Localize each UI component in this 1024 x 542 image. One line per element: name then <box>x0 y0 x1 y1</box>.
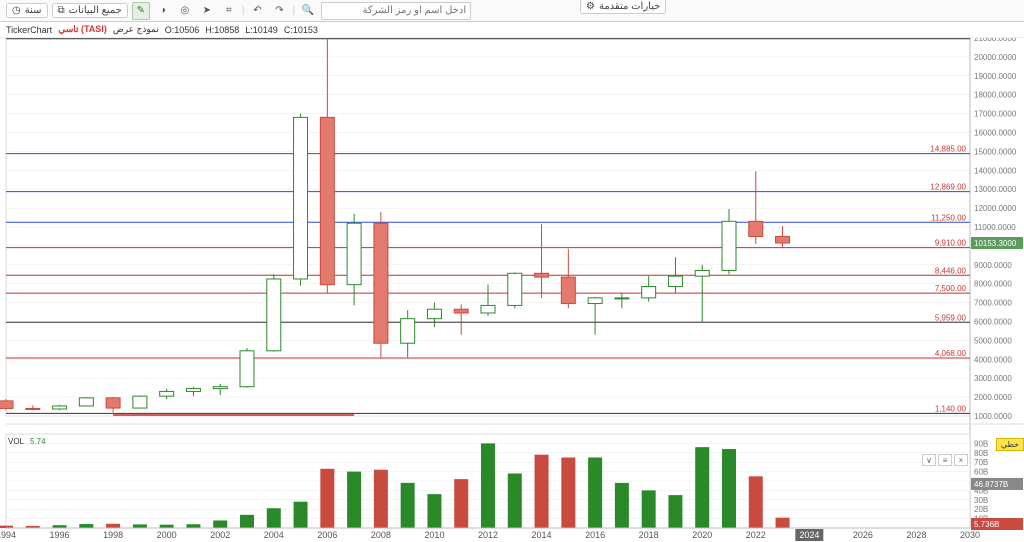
svg-text:2028: 2028 <box>906 530 926 540</box>
vol-collapse-button[interactable]: ∨ <box>922 454 936 466</box>
svg-text:2024: 2024 <box>799 530 819 540</box>
volume-panel-controls: ∨ ≡ × <box>922 454 968 466</box>
svg-text:7000.0000: 7000.0000 <box>974 299 1012 308</box>
svg-text:16000.0000: 16000.0000 <box>974 129 1017 138</box>
svg-text:4,068.00: 4,068.00 <box>935 349 967 358</box>
chart-svg[interactable]: 1000.0000 2000.0000 3000.0000 4000.0000 5000… <box>0 38 1024 542</box>
svg-text:11000.0000: 11000.0000 <box>974 223 1016 232</box>
svg-text:20B: 20B <box>974 505 988 514</box>
scale-linear-badge[interactable]: خطي <box>996 438 1024 451</box>
svg-text:11,250.00: 11,250.00 <box>931 213 967 222</box>
svg-text:6000.0000: 6000.0000 <box>974 318 1012 327</box>
svg-text:2016: 2016 <box>585 530 605 540</box>
svg-text:2008: 2008 <box>371 530 391 540</box>
ohlc-low: L:10149 <box>245 25 278 35</box>
clock-tool-button[interactable]: ◑ <box>154 2 172 20</box>
svg-text:2030: 2030 <box>960 530 980 540</box>
svg-text:2004: 2004 <box>264 530 284 540</box>
target-tool-button[interactable]: ◎ <box>176 2 194 20</box>
vol-settings-button[interactable]: ≡ <box>938 454 952 466</box>
svg-text:1,140.00: 1,140.00 <box>935 404 967 413</box>
svg-text:2010: 2010 <box>424 530 444 540</box>
svg-text:70B: 70B <box>974 458 988 467</box>
svg-text:5000.0000: 5000.0000 <box>974 336 1012 345</box>
svg-text:46.8737B: 46.8737B <box>974 480 1008 489</box>
draw-tool-button[interactable]: ✎ <box>132 2 150 20</box>
ohlc-close: C:10153 <box>284 25 318 35</box>
svg-text:15000.0000: 15000.0000 <box>974 147 1017 156</box>
svg-text:2000.0000: 2000.0000 <box>974 393 1012 402</box>
symbol-search-input[interactable] <box>321 2 471 20</box>
svg-text:9000.0000: 9000.0000 <box>974 261 1012 270</box>
interval-label: نموذج عرض <box>113 24 159 35</box>
data-range-label: جميع البيانات <box>69 5 122 16</box>
svg-text:14,885.00: 14,885.00 <box>930 145 966 154</box>
svg-text:2012: 2012 <box>478 530 498 540</box>
svg-text:8,446.00: 8,446.00 <box>935 266 967 275</box>
svg-text:5,959.00: 5,959.00 <box>935 313 967 322</box>
svg-text:2022: 2022 <box>746 530 766 540</box>
svg-text:1996: 1996 <box>50 530 70 540</box>
svg-text:1000.0000: 1000.0000 <box>974 412 1012 421</box>
svg-text:10153.3000: 10153.3000 <box>974 239 1017 248</box>
svg-text:2014: 2014 <box>532 530 552 540</box>
advanced-options-button[interactable]: ⚙ خيارات متقدمة <box>580 0 666 14</box>
svg-text:8000.0000: 8000.0000 <box>974 280 1012 289</box>
svg-text:12000.0000: 12000.0000 <box>974 204 1017 213</box>
svg-text:18000.0000: 18000.0000 <box>974 91 1017 100</box>
ohlc-open: O:10506 <box>165 25 200 35</box>
svg-text:19000.0000: 19000.0000 <box>974 72 1017 81</box>
clock-icon: ◷ <box>12 5 21 16</box>
grid-tool-button[interactable]: ⌗ <box>220 2 238 20</box>
svg-text:5.74: 5.74 <box>30 437 46 446</box>
symbol-name: تاسي (TASI) <box>58 24 107 35</box>
svg-text:4000.0000: 4000.0000 <box>974 355 1012 364</box>
svg-text:1998: 1998 <box>103 530 123 540</box>
timeframe-selector[interactable]: ◷ سنة <box>6 3 48 18</box>
svg-text:2000: 2000 <box>157 530 177 540</box>
svg-text:20000.0000: 20000.0000 <box>974 53 1017 62</box>
svg-text:2006: 2006 <box>317 530 337 540</box>
chart-area: 1000.0000 2000.0000 3000.0000 4000.0000 5000… <box>0 38 1024 542</box>
svg-text:5.736B: 5.736B <box>974 520 999 529</box>
ohlc-high: H:10858 <box>205 25 239 35</box>
svg-text:1994: 1994 <box>0 530 16 540</box>
advanced-options-label: خيارات متقدمة <box>599 1 660 12</box>
svg-text:7,500.00: 7,500.00 <box>935 284 967 293</box>
gear-icon: ⚙ <box>586 1 595 12</box>
svg-text:2026: 2026 <box>853 530 873 540</box>
svg-text:20,960.00: 20,960.00 <box>930 38 966 39</box>
svg-text:90B: 90B <box>974 439 988 448</box>
search-icon[interactable]: 🔍 <box>299 2 317 20</box>
svg-text:21000.0000: 21000.0000 <box>974 38 1017 43</box>
svg-text:14000.0000: 14000.0000 <box>974 166 1017 175</box>
svg-text:60B: 60B <box>974 468 988 477</box>
data-range-selector[interactable]: ⧉ جميع البيانات <box>52 3 128 18</box>
top-toolbar: ◷ سنة ⧉ جميع البيانات ✎ ◑ ◎ ➤ ⌗ | ↶ ↷ | … <box>0 0 1024 22</box>
svg-text:2002: 2002 <box>210 530 230 540</box>
svg-text:VOL: VOL <box>8 437 25 446</box>
svg-text:30B: 30B <box>974 496 988 505</box>
app-name: TickerChart <box>6 25 52 35</box>
svg-text:3000.0000: 3000.0000 <box>974 374 1012 383</box>
svg-text:2020: 2020 <box>692 530 712 540</box>
svg-text:9,910.00: 9,910.00 <box>935 239 967 248</box>
redo-button[interactable]: ↷ <box>270 2 288 20</box>
link-icon: ⧉ <box>58 5 65 16</box>
send-tool-button[interactable]: ➤ <box>198 2 216 20</box>
svg-text:2018: 2018 <box>639 530 659 540</box>
vol-close-button[interactable]: × <box>954 454 968 466</box>
chart-info-row: TickerChart تاسي (TASI) نموذج عرض O:1050… <box>0 22 1024 38</box>
svg-text:17000.0000: 17000.0000 <box>974 110 1017 119</box>
svg-text:12,869.00: 12,869.00 <box>930 183 966 192</box>
timeframe-label: سنة <box>25 5 42 16</box>
undo-button[interactable]: ↶ <box>248 2 266 20</box>
svg-text:13000.0000: 13000.0000 <box>974 185 1017 194</box>
svg-text:80B: 80B <box>974 449 988 458</box>
